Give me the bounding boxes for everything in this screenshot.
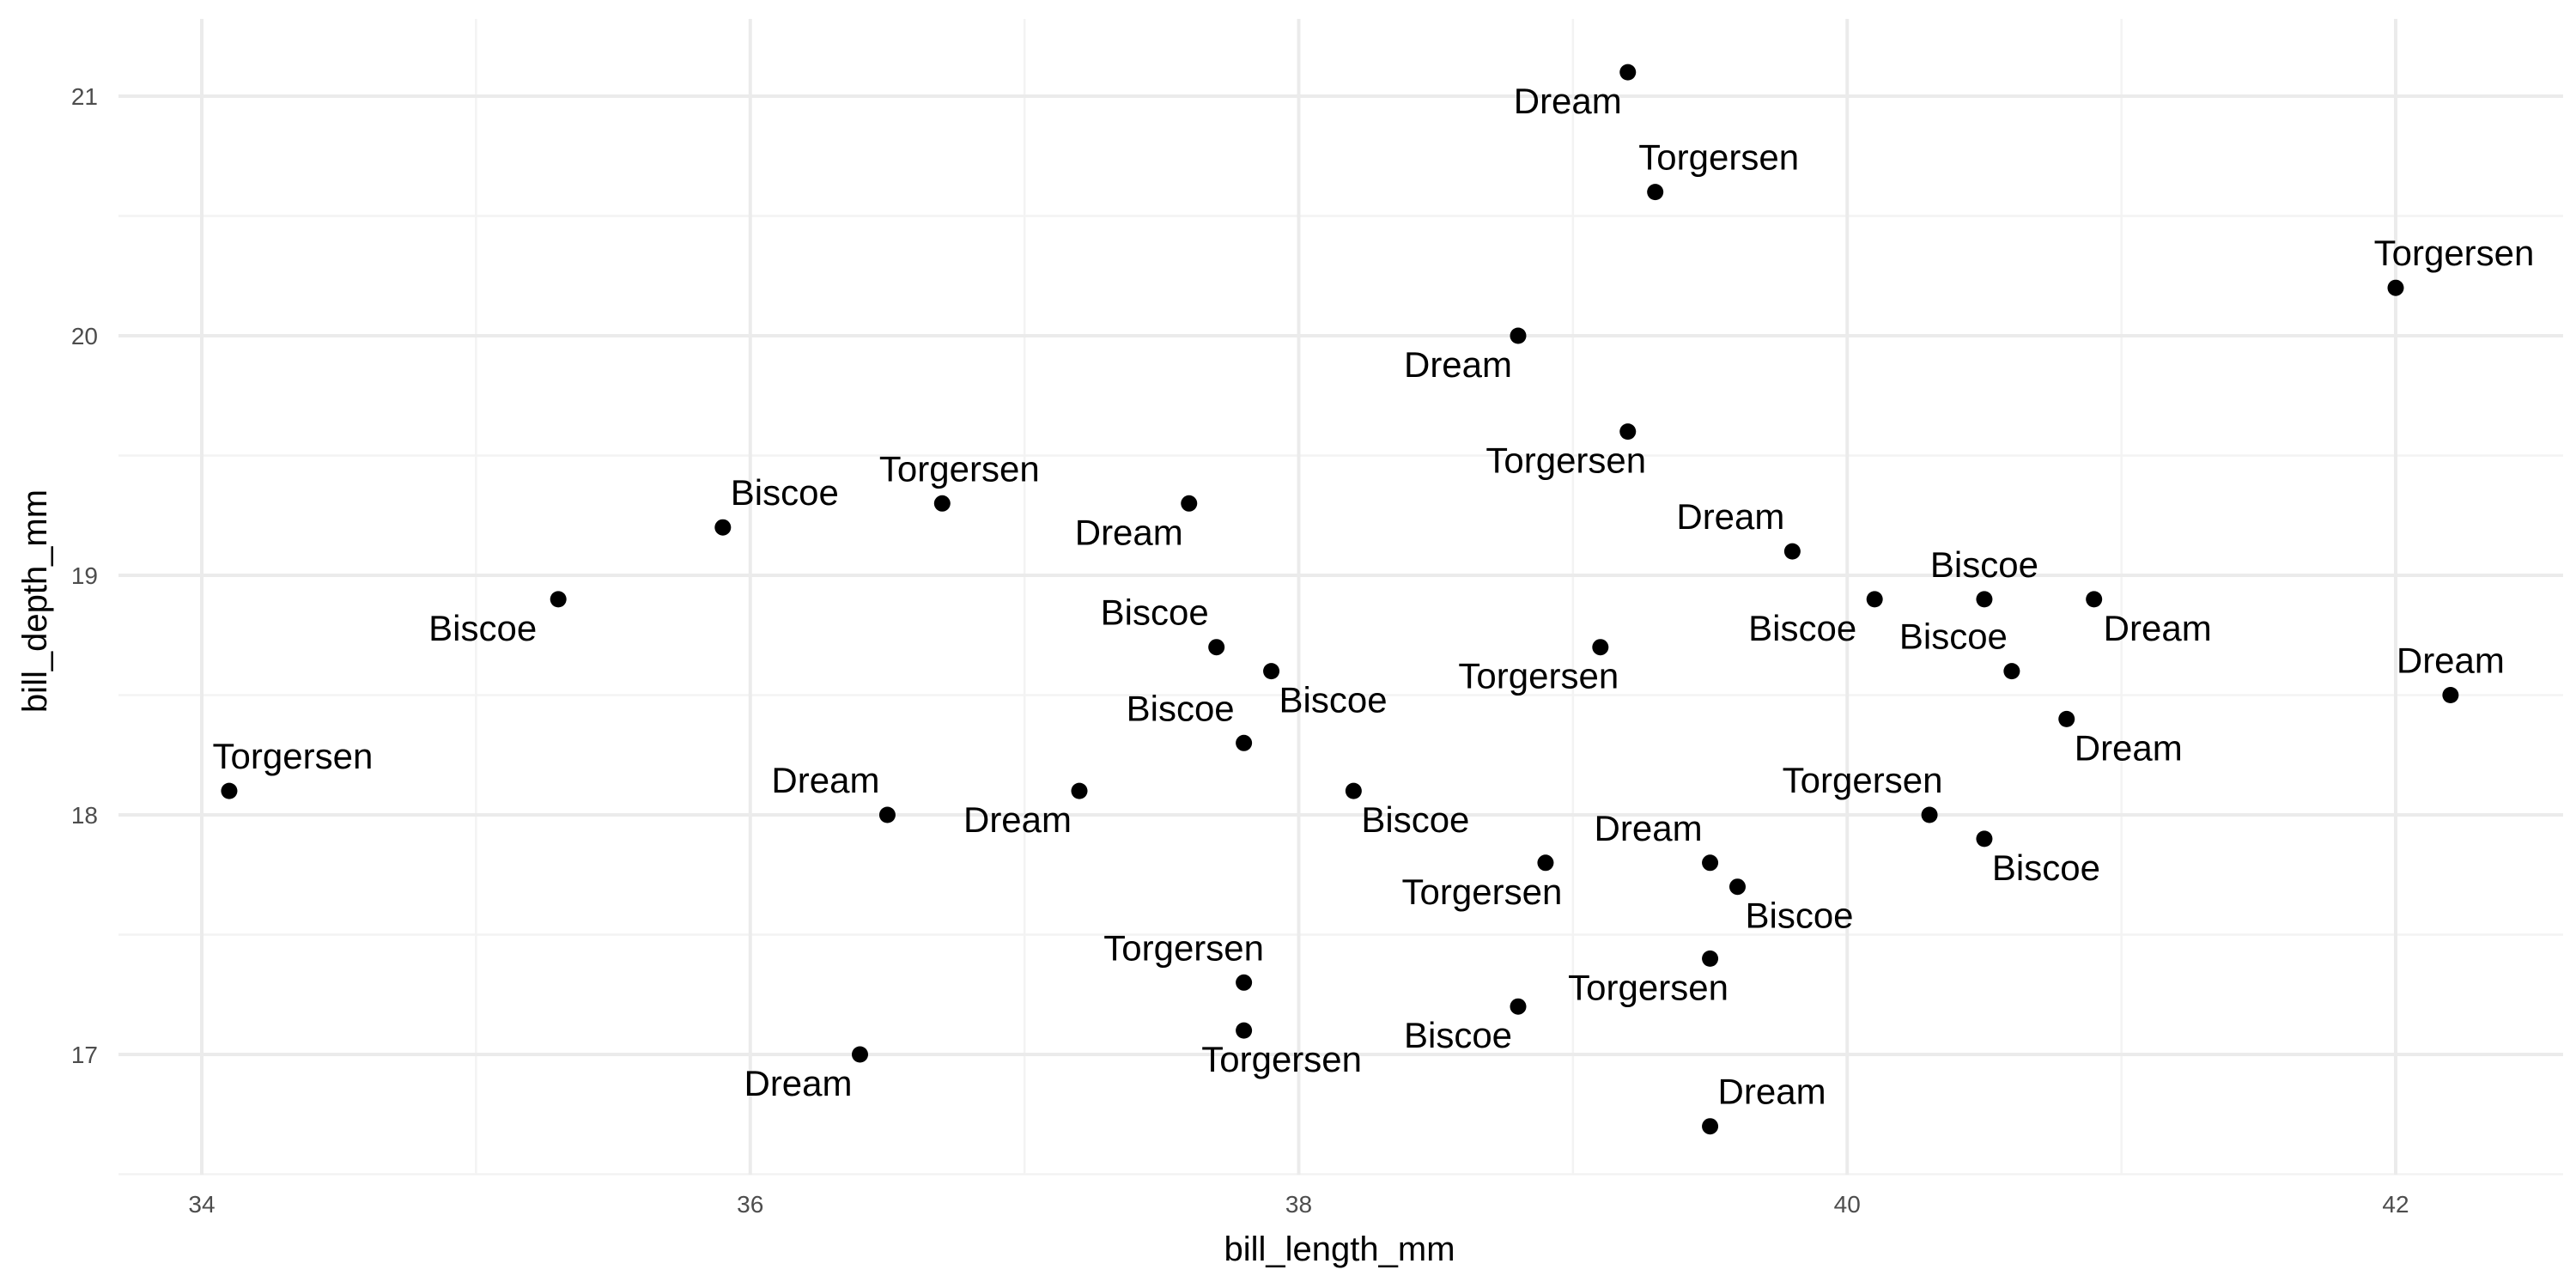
y-axis-title: bill_depth_mm [16,489,54,713]
x-tick-label: 36 [737,1191,763,1218]
data-point [550,591,567,608]
point-label: Dream [1595,808,1703,848]
point-label: Biscoe [1361,799,1469,840]
point-label: Torgersen [1201,1039,1362,1079]
data-point [1866,591,1883,608]
y-tick-label: 19 [71,562,98,589]
x-axis-title: bill_length_mm [1224,1230,1455,1268]
axis-ticks: 34 36 38 40 42 17 18 19 20 21 [71,83,2409,1218]
point-label: Torgersen [1458,656,1619,696]
point-label: Torgersen [2374,233,2535,273]
data-point [1537,854,1554,872]
point-label: Torgersen [1783,760,1943,800]
data-point [1071,782,1088,799]
data-point [1236,734,1253,751]
data-point [1592,639,1609,656]
data-point [2086,591,2103,608]
data-point [2058,710,2075,727]
grid [118,19,2563,1176]
point-label: Dream [744,1063,852,1103]
data-point [1619,64,1637,81]
data-point [714,519,732,536]
point-label: Torgersen [1103,927,1264,968]
y-tick-label: 21 [71,83,98,110]
point-label: Biscoe [1127,688,1235,728]
x-tick-label: 40 [1834,1191,1861,1218]
point-label: Torgersen [1638,137,1799,178]
point-label: Biscoe [731,472,839,513]
point-label: Biscoe [1279,680,1388,720]
point-label: Torgersen [213,736,374,776]
point-label: Biscoe [1992,848,2100,888]
data-point [933,495,951,512]
data-point [2003,663,2020,680]
data-point [1510,327,1527,344]
y-tick-label: 17 [71,1042,98,1068]
y-tick-label: 18 [71,802,98,829]
point-label: Dream [771,760,879,800]
data-point [1236,974,1253,991]
data-point [1702,1118,1719,1135]
point-label: Biscoe [1101,592,1209,633]
data-points [221,64,2459,1135]
point-label: Dream [1718,1072,1826,1112]
data-point [2442,687,2459,703]
point-label: Dream [1404,344,1512,385]
point-label: Biscoe [428,608,537,648]
point-label: Torgersen [1485,440,1646,481]
point-label: Biscoe [1930,544,2038,585]
data-point [1702,854,1719,872]
data-point [1619,423,1637,440]
point-label: Dream [1075,512,1183,552]
point-label: Torgersen [879,448,1040,489]
point-label: Biscoe [1404,1015,1512,1055]
point-label: Dream [2397,641,2505,681]
point-label: Dream [963,799,1072,840]
data-point [1976,591,1993,608]
data-point [1181,495,1198,512]
point-label: Biscoe [1748,608,1856,648]
data-point [1921,806,1938,823]
data-point [1208,639,1225,656]
data-point [1783,543,1801,560]
data-point [1729,878,1746,896]
data-point [2387,279,2404,296]
point-labels: Dream Torgersen Torgersen Dream Torgersen Bis… [213,81,2535,1112]
data-point [852,1046,868,1063]
x-tick-label: 42 [2382,1191,2409,1218]
data-point [1236,1022,1253,1039]
data-point [1702,950,1719,967]
data-point [878,806,896,823]
point-label: Torgersen [1402,872,1563,912]
point-label: Torgersen [1568,967,1728,1007]
x-tick-label: 38 [1285,1191,1312,1218]
y-tick-label: 20 [71,323,98,349]
point-label: Dream [1514,81,1622,121]
data-point [1647,184,1664,201]
x-tick-label: 34 [188,1191,215,1218]
data-point [1263,663,1280,680]
data-point [221,782,238,799]
point-label: Dream [2104,608,2212,648]
point-label: Dream [1676,496,1784,537]
data-point [1976,830,1993,848]
point-label: Dream [2075,727,2183,768]
point-label: Biscoe [1745,896,1853,936]
point-label: Biscoe [1899,617,2008,657]
data-point [1345,782,1362,799]
data-point [1510,998,1527,1015]
